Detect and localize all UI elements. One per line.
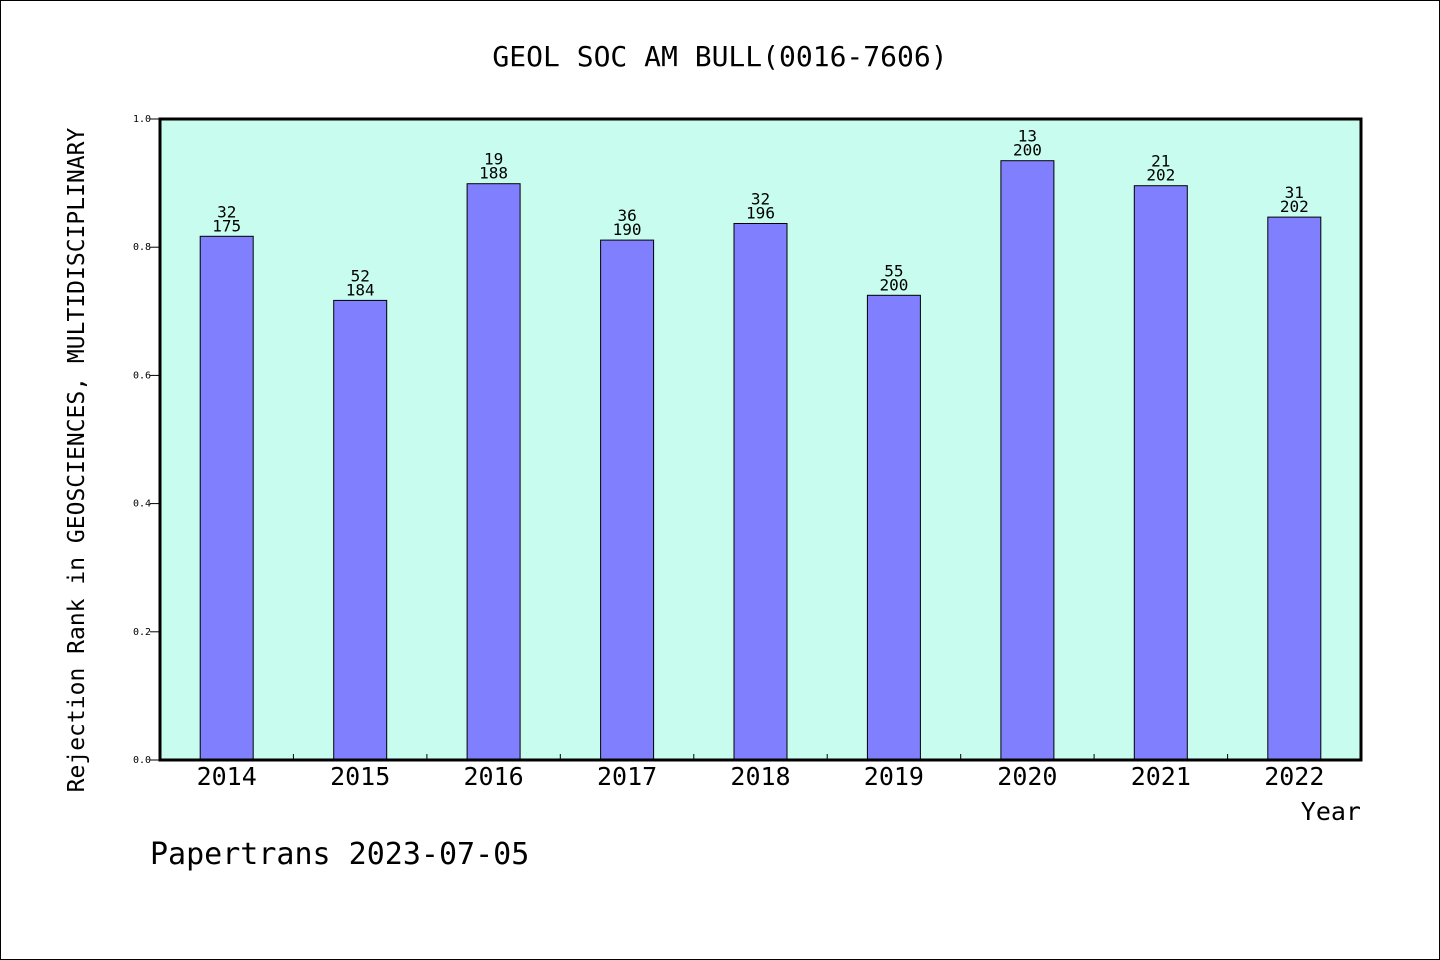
y-tick-label: 1.0 (133, 114, 151, 125)
bar-2016 (466, 183, 521, 761)
x-tick-label-2016: 2016 (463, 762, 523, 791)
x-tick-label-2021: 2021 (1131, 762, 1191, 791)
data-label-rank-2014: 32 (217, 202, 236, 221)
x-tick-label-2020: 2020 (997, 762, 1057, 791)
chart-title: GEOL SOC AM BULL(0016-7606) (492, 40, 947, 73)
data-label-rank-2018: 32 (751, 190, 770, 209)
data-label-rank-2016: 19 (484, 150, 503, 169)
x-axis-title: Year (1301, 797, 1361, 826)
data-label-total-2020: 200 (1013, 141, 1042, 160)
x-tick-label-2022: 2022 (1264, 762, 1324, 791)
bar-2021 (1133, 185, 1188, 761)
x-axis: 2014 2015 2016 2017 2018 2019 2020 2021 2022 (197, 754, 1324, 791)
data-label-rank-2020: 13 (1018, 127, 1037, 146)
bar-2015 (333, 299, 388, 761)
bar-2014 (199, 235, 254, 761)
y-axis-title: Rejection Rank in GEOSCIENCES, MULTIDISC… (64, 128, 90, 793)
bar-2022 (1267, 216, 1322, 761)
bar-2019 (866, 294, 921, 761)
bar-2018 (733, 223, 788, 761)
y-tick-label: 0.0 (133, 755, 151, 766)
data-label-total-2015: 184 (346, 280, 375, 299)
data-label-rank-2021: 21 (1151, 152, 1170, 171)
y-axis: 0.0 0.2 0.4 0.6 0.8 1.0 (133, 114, 160, 766)
bars-layer (199, 160, 1322, 761)
data-labels-layer: 3217552184191883619032196552001320021202… (212, 127, 1309, 300)
x-tick-label-2015: 2015 (330, 762, 390, 791)
footer-watermark: Papertrans 2023-07-05 (150, 837, 529, 872)
data-label-total-2017: 190 (613, 220, 642, 239)
data-label-total-2016: 188 (479, 164, 508, 183)
data-label-total-2019: 200 (879, 275, 908, 294)
y-tick-label: 0.6 (133, 370, 151, 381)
bar-2020 (1000, 160, 1055, 761)
data-label-rank-2015: 52 (351, 266, 370, 285)
x-tick-label-2014: 2014 (197, 762, 257, 791)
data-label-total-2018: 196 (746, 204, 775, 223)
data-label-total-2022: 202 (1280, 197, 1309, 216)
y-tick-label: 0.2 (133, 627, 151, 638)
data-label-total-2021: 202 (1146, 166, 1175, 185)
x-tick-label-2019: 2019 (864, 762, 924, 791)
bar-2017 (600, 239, 655, 761)
data-label-total-2014: 175 (212, 216, 241, 235)
data-label-rank-2017: 36 (617, 206, 636, 225)
y-tick-label: 0.8 (133, 242, 151, 253)
x-tick-label-2018: 2018 (730, 762, 790, 791)
plot-border (158, 117, 1363, 762)
data-label-rank-2022: 31 (1285, 183, 1304, 202)
x-tick-label-2017: 2017 (597, 762, 657, 791)
data-label-rank-2019: 55 (884, 261, 903, 280)
y-tick-label: 0.4 (133, 499, 151, 510)
